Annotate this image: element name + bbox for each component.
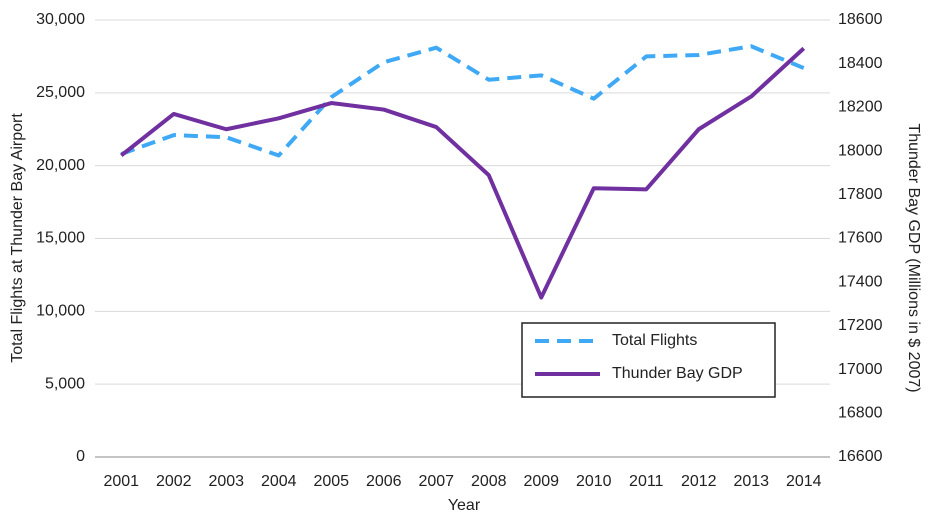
series-line — [120, 44, 805, 158]
x-tick-label: 2003 — [208, 473, 244, 490]
x-tick-label: 2011 — [629, 473, 664, 490]
y2-tick-label: 17400 — [838, 273, 883, 290]
y-tick-label: 30,000 — [36, 11, 85, 28]
y2-tick-label: 18600 — [838, 11, 883, 28]
y-tick-label: 15,000 — [36, 230, 85, 247]
legend: Total Flights Thunder Bay GDP — [521, 322, 776, 398]
y2-axis-label: Thunder Bay GDP (Millions in $ 2007) — [905, 123, 922, 392]
x-tick-label: 2013 — [733, 473, 769, 490]
x-axis-label: Year — [448, 497, 481, 514]
y-axis-label: Total Flights at Thunder Bay Airport — [9, 113, 26, 363]
legend-box — [521, 322, 776, 398]
y2-tick-label: 16600 — [838, 448, 883, 465]
legend-label: Total Flights — [612, 332, 697, 349]
y-tick-label: 20,000 — [36, 157, 85, 174]
y-tick-label: 10,000 — [36, 303, 85, 320]
y2-tick-label: 18400 — [838, 55, 883, 72]
y2-tick-label: 17200 — [838, 317, 883, 334]
x-tick-label: 2008 — [471, 473, 507, 490]
x-tick-label: 2014 — [786, 473, 822, 490]
x-tick-label: 2005 — [313, 473, 349, 490]
y2-tick-label: 18000 — [838, 142, 883, 159]
y2-tick-label: 16800 — [838, 405, 883, 422]
x-tick-label: 2009 — [523, 473, 559, 490]
x-tick-label: 2010 — [576, 473, 612, 490]
y2-tick-label: 18200 — [838, 99, 883, 116]
x-tick-label: 2004 — [261, 473, 297, 490]
x-tick-label: 2002 — [156, 473, 192, 490]
x-tick-label: 2001 — [103, 473, 139, 490]
x-tick-label: 2006 — [366, 473, 402, 490]
x-tick-label: 2012 — [681, 473, 717, 490]
series-line — [120, 46, 806, 300]
y-tick-label: 5,000 — [45, 375, 85, 392]
legend-label: Thunder Bay GDP — [612, 365, 743, 382]
y2-tick-label: 17800 — [838, 186, 883, 203]
y-tick-label: 0 — [76, 448, 85, 465]
x-tick-label: 2007 — [418, 473, 454, 490]
y2-tick-label: 17000 — [838, 361, 883, 378]
y2-tick-label: 17600 — [838, 230, 883, 247]
y-tick-label: 25,000 — [36, 84, 85, 101]
